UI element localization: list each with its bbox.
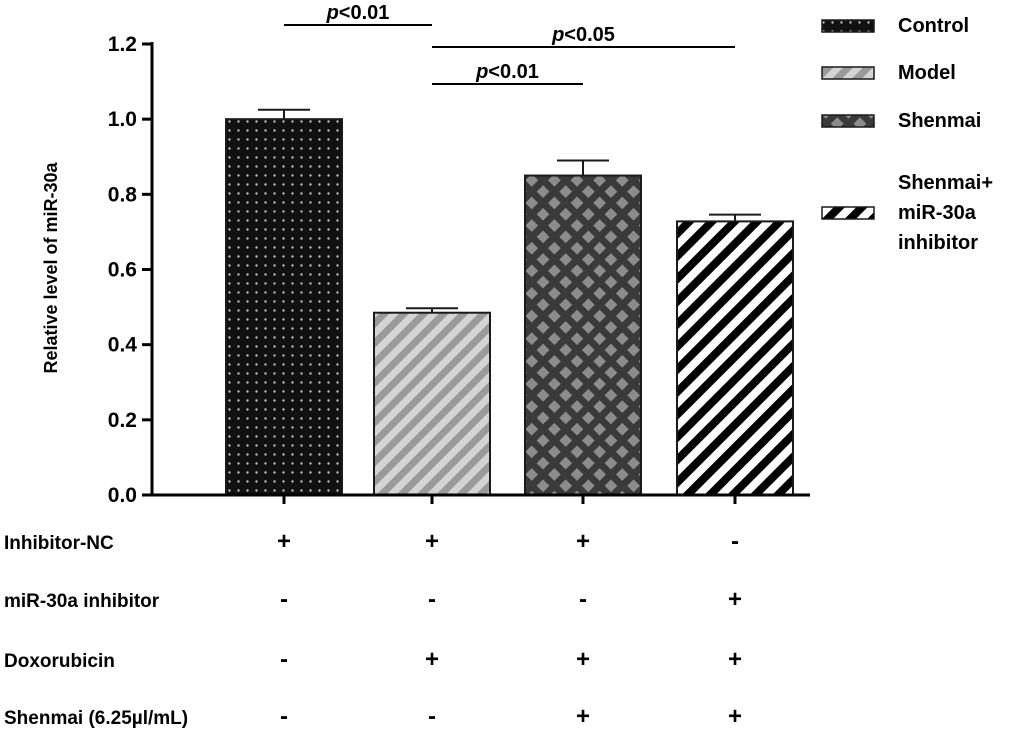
- treatment-sign: +: [728, 646, 742, 673]
- bar-shenmai: [524, 174, 642, 497]
- treatment-sign: +: [728, 703, 742, 730]
- treatment-sign: -: [579, 586, 587, 613]
- treatment-sign: -: [280, 586, 288, 613]
- treatment-sign: -: [731, 528, 739, 555]
- legend-label: Shenmai: [898, 110, 981, 132]
- treatment-sign: +: [425, 528, 439, 555]
- bar-control: [225, 118, 343, 497]
- significance-label: p<0.01: [326, 2, 390, 24]
- treatment-sign: -: [428, 586, 436, 613]
- y-tick-label: 0.4: [108, 334, 138, 357]
- y-axis-title: Relative level of miR-30a: [41, 161, 61, 373]
- significance-label: p<0.01: [475, 61, 539, 83]
- treatment-sign: -: [280, 703, 288, 730]
- legend-swatch: [821, 206, 875, 220]
- y-tick-label: 1.0: [108, 108, 137, 131]
- treatment-sign: +: [576, 646, 590, 673]
- treatment-sign: +: [728, 586, 742, 613]
- y-axis: Relative level of miR-30a 0.0 0.2 0.4 0.6 0.…: [41, 33, 810, 507]
- significance-label: p<0.05: [551, 24, 615, 46]
- legend: Control Model Shenmai Shenmai+ miR-30a inhibi…: [821, 15, 993, 254]
- y-tick-label: 1.2: [108, 33, 137, 56]
- bars-layer: [225, 108, 794, 497]
- treatment-sign: +: [576, 528, 590, 555]
- treatment-sign: +: [277, 528, 291, 555]
- treatment-sign: -: [280, 646, 288, 673]
- treatment-sign: +: [425, 646, 439, 673]
- treatment-row-label: miR-30a inhibitor: [4, 591, 160, 612]
- treatment-row-label: Doxorubicin: [4, 651, 115, 672]
- bar-model: [373, 311, 491, 496]
- treatment-table: Inhibitor-NC + + + - miR-30a inhibitor - - - + Dox…: [4, 528, 742, 730]
- legend-label: Shenmai+ miR-30a inhibitor: [898, 172, 993, 254]
- treatment-sign: +: [576, 703, 590, 730]
- legend-label: Control: [898, 15, 969, 37]
- y-tick-label: 0.6: [108, 259, 137, 282]
- treatment-row-label: Shenmai (6.25µl/mL): [4, 708, 188, 729]
- significance-brackets: p<0.01 p<0.05 p<0.01: [284, 2, 735, 85]
- legend-swatch: [821, 66, 875, 80]
- legend-label: Model: [898, 62, 956, 84]
- y-tick-label: 0.2: [108, 409, 137, 432]
- treatment-row-label: Inhibitor-NC: [4, 533, 114, 554]
- y-tick-label: 0.0: [108, 484, 137, 507]
- legend-swatch: [821, 19, 875, 33]
- y-tick-label: 0.8: [108, 183, 138, 206]
- treatment-sign: -: [428, 703, 436, 730]
- bar-shenmai-mir-30a-inhibitor: [676, 220, 794, 496]
- legend-swatch: [821, 114, 875, 128]
